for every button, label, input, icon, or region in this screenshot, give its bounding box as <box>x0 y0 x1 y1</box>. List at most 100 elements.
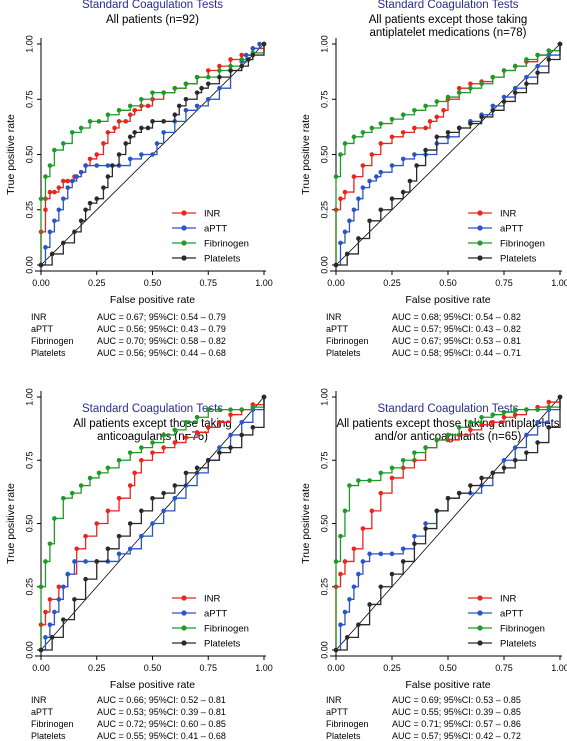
series-line <box>336 397 561 651</box>
x-axis-label: False positive rate <box>405 679 490 691</box>
legend-swatch-marker <box>181 610 187 616</box>
data-point <box>105 112 111 118</box>
data-point <box>83 163 88 168</box>
data-point <box>161 508 166 514</box>
data-point <box>105 163 111 168</box>
chart-title-line: anticoagulants (n=76) <box>97 431 208 443</box>
x-tick-label: 0.00 <box>327 278 345 288</box>
data-point <box>479 475 484 481</box>
legend-item-inr: INR <box>468 209 517 220</box>
data-point <box>139 445 144 450</box>
data-point <box>87 156 93 162</box>
data-point <box>127 103 133 109</box>
data-point <box>43 609 48 615</box>
data-point <box>374 174 379 179</box>
data-point <box>116 551 122 557</box>
x-axis-label: False positive rate <box>110 679 195 691</box>
data-point <box>369 125 375 131</box>
data-point <box>501 409 507 415</box>
auc-row-value: AUC = 0.55; 95%CI: 0.41 – 0.68 <box>97 731 226 741</box>
chart-title-line: All patients except those taking <box>369 14 528 26</box>
data-point <box>535 420 540 425</box>
data-point <box>150 440 155 445</box>
x-tick-label: 0.00 <box>32 663 50 673</box>
auc-row-value: AUC = 0.67; 95%CI: 0.53 – 0.81 <box>392 336 521 346</box>
data-point <box>87 475 93 481</box>
data-point <box>150 521 155 526</box>
y-tick-label: 0.00 <box>319 641 329 659</box>
data-point <box>65 571 71 577</box>
data-point <box>199 85 204 91</box>
data-point <box>94 521 100 526</box>
data-point <box>217 68 222 73</box>
data-point <box>43 245 48 250</box>
auc-row-value: AUC = 0.57; 95%CI: 0.43 – 0.82 <box>392 324 521 334</box>
data-point <box>378 207 384 213</box>
data-point <box>47 622 53 627</box>
data-point <box>512 412 518 418</box>
data-point <box>150 450 155 455</box>
data-point <box>205 96 211 102</box>
data-point <box>194 90 200 95</box>
data-point <box>205 407 211 412</box>
y-axis-label: True positive rate <box>5 483 17 564</box>
x-tick-label: 0.75 <box>495 278 513 288</box>
series-platelets <box>333 394 563 653</box>
data-point <box>360 163 366 168</box>
data-point <box>501 68 507 73</box>
data-point <box>367 178 372 184</box>
series-fibrinogen <box>333 41 563 268</box>
data-point <box>47 229 53 235</box>
legend-label: aPTT <box>204 609 227 620</box>
data-point <box>183 108 189 113</box>
data-point <box>112 125 117 131</box>
data-point <box>127 134 133 140</box>
legend-label: Fibrinogen <box>500 624 545 635</box>
data-point <box>52 609 57 615</box>
y-tick-label: 1.00 <box>24 35 34 53</box>
x-tick-label: 0.00 <box>32 278 50 288</box>
data-point <box>546 48 552 53</box>
data-point <box>414 163 419 168</box>
data-point <box>360 526 366 531</box>
data-point <box>239 52 244 58</box>
data-point <box>378 169 384 175</box>
data-point <box>333 174 339 179</box>
data-point <box>217 445 222 450</box>
data-point <box>338 571 343 577</box>
legend-item-aptt: aPTT <box>468 609 523 620</box>
data-point <box>501 465 507 471</box>
data-point <box>96 470 102 476</box>
data-point <box>412 152 417 157</box>
data-point <box>49 635 55 640</box>
data-point <box>101 185 106 190</box>
data-point <box>378 470 384 476</box>
data-point <box>468 420 473 425</box>
data-point <box>535 440 540 445</box>
data-point <box>38 262 44 268</box>
data-point <box>524 432 529 438</box>
data-point <box>338 240 343 246</box>
chart-heading: Standard Coagulation Tests <box>377 403 518 415</box>
data-point <box>423 526 428 531</box>
chart-title: All patients except those taking anticoag… <box>73 418 232 443</box>
series-line <box>40 397 265 650</box>
data-point <box>139 96 144 102</box>
data-point <box>105 130 111 135</box>
data-point <box>445 432 451 438</box>
data-point <box>468 121 473 126</box>
data-point <box>356 622 361 627</box>
x-tick-label: 0.75 <box>495 663 513 673</box>
data-point <box>239 420 244 425</box>
x-tick-label: 0.50 <box>144 663 162 673</box>
data-point <box>369 508 375 514</box>
x-tick-label: 0.50 <box>144 278 162 288</box>
auc-row-label: Fibrinogen <box>326 719 369 729</box>
data-point <box>456 425 462 430</box>
legend-label: Platelets <box>204 639 241 650</box>
legend-swatch-marker <box>181 255 187 261</box>
data-point <box>367 602 372 607</box>
x-tick-label: 0.00 <box>327 663 345 673</box>
x-tick-label: 1.00 <box>255 663 273 673</box>
data-point <box>445 495 451 501</box>
